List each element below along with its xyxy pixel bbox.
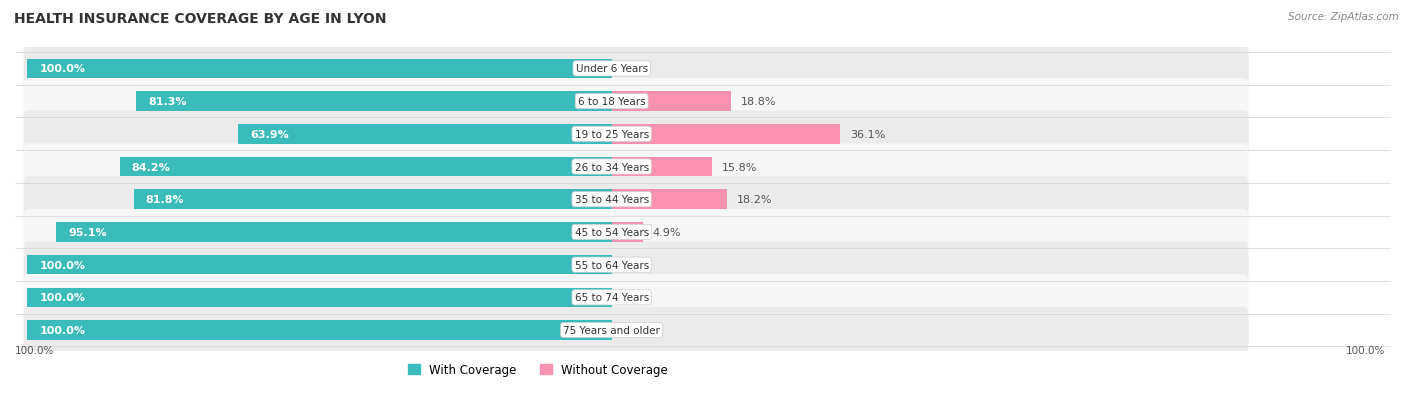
Text: 15.8%: 15.8% xyxy=(721,162,756,172)
Text: 36.1%: 36.1% xyxy=(851,130,886,140)
Text: 100.0%: 100.0% xyxy=(1346,345,1385,355)
Bar xyxy=(238,125,612,144)
Text: 0.0%: 0.0% xyxy=(621,64,650,74)
FancyBboxPatch shape xyxy=(24,46,1249,93)
Text: 18.8%: 18.8% xyxy=(741,97,776,107)
Bar xyxy=(612,190,727,209)
Text: 6 to 18 Years: 6 to 18 Years xyxy=(578,97,645,107)
Bar xyxy=(56,223,612,242)
FancyBboxPatch shape xyxy=(24,144,1249,190)
Text: 81.8%: 81.8% xyxy=(146,195,184,205)
Bar xyxy=(136,92,612,112)
Legend: With Coverage, Without Coverage: With Coverage, Without Coverage xyxy=(408,363,668,376)
Text: 65 to 74 Years: 65 to 74 Years xyxy=(575,293,648,303)
Text: 18.2%: 18.2% xyxy=(737,195,772,205)
Bar xyxy=(27,59,612,79)
Text: 84.2%: 84.2% xyxy=(132,162,170,172)
Text: 100.0%: 100.0% xyxy=(39,260,86,270)
Text: 75 Years and older: 75 Years and older xyxy=(564,325,659,335)
Bar xyxy=(27,320,612,340)
Text: 35 to 44 Years: 35 to 44 Years xyxy=(575,195,648,205)
Text: 0.0%: 0.0% xyxy=(621,293,650,303)
Text: 100.0%: 100.0% xyxy=(15,345,55,355)
Text: Under 6 Years: Under 6 Years xyxy=(575,64,648,74)
Text: 100.0%: 100.0% xyxy=(39,293,86,303)
Bar xyxy=(27,255,612,275)
Bar xyxy=(27,288,612,307)
Text: 4.9%: 4.9% xyxy=(652,228,681,237)
FancyBboxPatch shape xyxy=(24,177,1249,223)
Text: 55 to 64 Years: 55 to 64 Years xyxy=(575,260,648,270)
Text: 95.1%: 95.1% xyxy=(67,228,107,237)
Bar xyxy=(612,125,841,144)
FancyBboxPatch shape xyxy=(24,242,1249,288)
Bar xyxy=(134,190,612,209)
Text: 45 to 54 Years: 45 to 54 Years xyxy=(575,228,648,237)
Bar xyxy=(120,157,612,177)
Bar xyxy=(612,92,731,112)
FancyBboxPatch shape xyxy=(24,209,1249,256)
Text: 26 to 34 Years: 26 to 34 Years xyxy=(575,162,648,172)
FancyBboxPatch shape xyxy=(24,79,1249,125)
Text: Source: ZipAtlas.com: Source: ZipAtlas.com xyxy=(1288,12,1399,22)
Text: 100.0%: 100.0% xyxy=(39,64,86,74)
Bar xyxy=(612,157,711,177)
Text: HEALTH INSURANCE COVERAGE BY AGE IN LYON: HEALTH INSURANCE COVERAGE BY AGE IN LYON xyxy=(14,12,387,26)
Bar xyxy=(612,223,643,242)
FancyBboxPatch shape xyxy=(24,275,1249,321)
FancyBboxPatch shape xyxy=(24,307,1249,354)
FancyBboxPatch shape xyxy=(24,112,1249,158)
Text: 81.3%: 81.3% xyxy=(149,97,187,107)
Text: 63.9%: 63.9% xyxy=(250,130,290,140)
Text: 100.0%: 100.0% xyxy=(39,325,86,335)
Text: 0.0%: 0.0% xyxy=(621,260,650,270)
Text: 0.0%: 0.0% xyxy=(621,325,650,335)
Text: 19 to 25 Years: 19 to 25 Years xyxy=(575,130,648,140)
